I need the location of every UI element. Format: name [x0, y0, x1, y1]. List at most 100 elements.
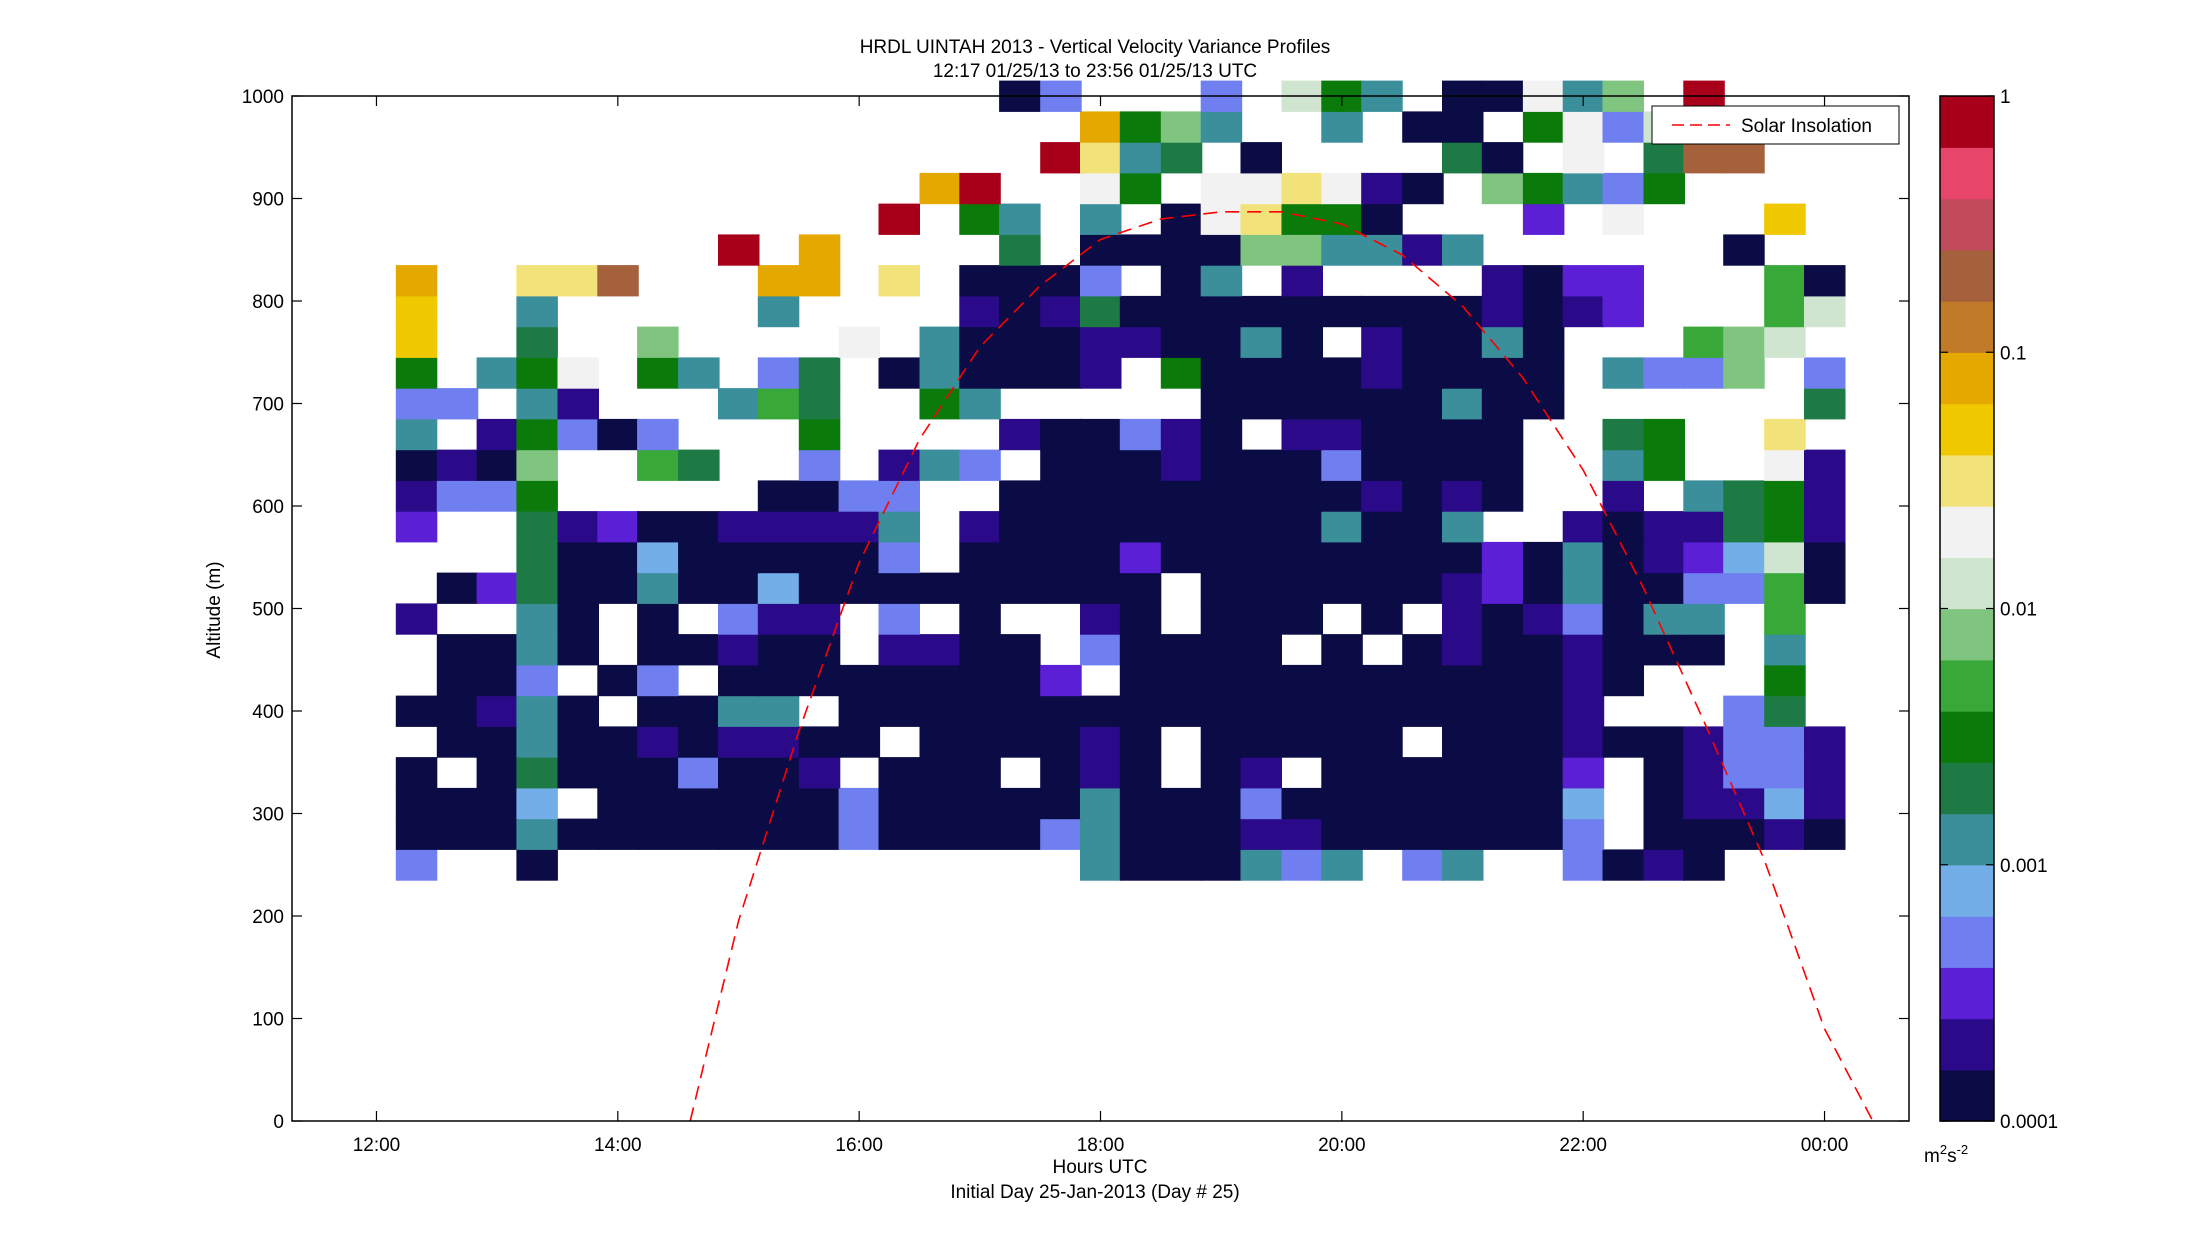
heatmap-cell — [959, 572, 1001, 604]
heatmap-cell — [1281, 388, 1323, 420]
heatmap-cell — [1040, 295, 1082, 328]
colorbar-band — [1940, 96, 1994, 148]
heatmap-cell — [516, 603, 558, 635]
heatmap-cell — [1402, 818, 1444, 850]
heatmap-cell — [1160, 203, 1203, 235]
x-axis: 12:00 14:00 16:00 18:00 20:00 22:00 00:00 — [353, 96, 1848, 1156]
heatmap-cell — [1402, 695, 1444, 727]
heatmap-cell — [1602, 449, 1644, 481]
heatmap-cell — [516, 357, 558, 389]
heatmap-cell — [1643, 757, 1685, 789]
heatmap-cell — [1040, 449, 1082, 481]
heatmap-cell — [1481, 388, 1524, 420]
heatmap-cell — [597, 757, 639, 789]
heatmap-cell — [999, 664, 1041, 697]
heatmap-cell — [1080, 142, 1122, 174]
heatmap-cell — [1040, 787, 1082, 820]
heatmap-cell — [516, 388, 558, 420]
x-tick-label: 12:00 — [353, 1135, 401, 1156]
heatmap-cell — [878, 480, 920, 512]
heatmap-cell — [1200, 603, 1243, 635]
heatmap-cell — [838, 572, 881, 604]
heatmap-cell — [516, 726, 558, 758]
heatmap-cell — [1402, 849, 1444, 881]
heatmap-cell — [1442, 326, 1484, 358]
heatmap-cell — [1281, 541, 1323, 574]
heatmap-cell — [1522, 541, 1565, 574]
heatmap-cell — [757, 818, 800, 850]
heatmap-cell — [838, 511, 881, 543]
heatmap-cell — [1602, 726, 1644, 758]
heatmap-cell — [436, 664, 479, 697]
heatmap-cell — [1361, 541, 1403, 574]
heatmap-cell — [1481, 357, 1524, 389]
colorbar-band — [1940, 659, 1994, 712]
heatmap-cell — [919, 757, 961, 789]
heatmap-cell — [1481, 265, 1524, 297]
heatmap-cell — [1200, 357, 1243, 389]
heatmap-cell — [1119, 511, 1162, 543]
heatmap-cell — [1240, 388, 1282, 420]
heatmap-cell — [1804, 787, 1846, 820]
heatmap-cell — [557, 511, 599, 543]
heatmap-cell — [1361, 757, 1403, 789]
heatmap-cell — [637, 326, 679, 358]
heatmap-cell — [516, 541, 558, 574]
heatmap-cell — [1240, 203, 1282, 235]
heatmap-cell — [678, 757, 720, 789]
heatmap-cell — [1522, 388, 1565, 420]
heatmap-cell — [1481, 757, 1524, 789]
heatmap-cell — [1080, 511, 1122, 543]
heatmap-cell — [1240, 849, 1282, 881]
heatmap-cell — [757, 695, 800, 727]
heatmap-cell — [798, 418, 841, 451]
heatmap-cell — [1522, 695, 1565, 727]
heatmap-cell — [1643, 541, 1685, 574]
heatmap-cell — [678, 449, 720, 481]
heatmap-cell — [757, 603, 800, 635]
heatmap-cell — [838, 726, 881, 758]
heatmap-cell — [436, 726, 479, 758]
y-tick-label: 700 — [252, 395, 284, 416]
heatmap-cell — [1200, 172, 1243, 205]
heatmap-cell — [1321, 234, 1363, 266]
heatmap-cell — [637, 603, 679, 635]
heatmap-cell — [1442, 295, 1484, 328]
heatmap-cell — [516, 634, 558, 666]
heatmap-cell — [1160, 357, 1203, 389]
legend-label: Solar Insolation — [1741, 116, 1872, 137]
y-tick-label: 500 — [252, 600, 284, 621]
heatmap-cell — [1402, 357, 1444, 389]
heatmap-cell — [476, 818, 519, 850]
heatmap-cell — [1522, 664, 1565, 697]
heatmap-cell — [1602, 203, 1644, 235]
heatmap-cell — [1481, 142, 1524, 174]
heatmap-cell — [959, 203, 1001, 235]
heatmap-cell — [1119, 818, 1162, 850]
heatmap-cell — [1442, 541, 1484, 574]
heatmap-cell — [1321, 695, 1363, 727]
heatmap-cell — [1602, 511, 1644, 543]
heatmap-cell — [1764, 757, 1806, 789]
heatmap-cell — [476, 757, 519, 789]
heatmap-cell — [395, 357, 438, 389]
heatmap-cell — [1080, 480, 1122, 512]
heatmap-cell — [718, 603, 760, 635]
x-axis-label: Hours UTC — [1052, 1157, 1147, 1178]
heatmap-cell — [999, 818, 1041, 850]
heatmap-cell — [1240, 511, 1282, 543]
heatmap-cell — [1804, 295, 1846, 328]
heatmap-cell — [1080, 449, 1122, 481]
heatmap-cell — [557, 265, 599, 297]
heatmap-cell — [1602, 295, 1644, 328]
heatmap-cell — [1321, 541, 1363, 574]
heatmap-cell — [557, 818, 599, 850]
colorbar: 1 0.1 0.01 0.001 0.0001 m2s-2 — [1924, 87, 2058, 1167]
heatmap-cell — [798, 664, 841, 697]
heatmap-cell — [1119, 603, 1162, 635]
heatmap-cell — [395, 326, 438, 358]
heatmap-cell — [1281, 849, 1323, 881]
heatmap-cell — [1643, 787, 1685, 820]
heatmap-cell — [1321, 357, 1363, 389]
